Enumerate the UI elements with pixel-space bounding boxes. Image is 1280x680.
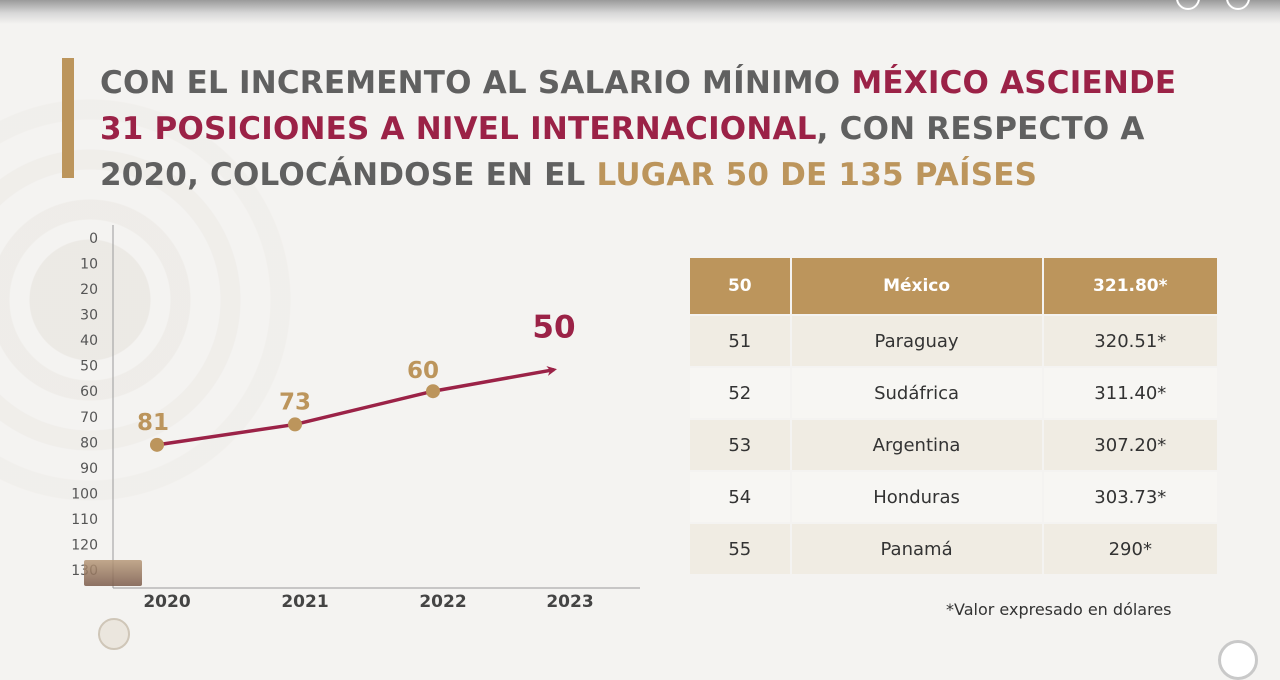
cell-country: Paraguay [791, 314, 1044, 366]
data-label: 73 [279, 389, 311, 415]
table-row: 54 Honduras 303.73* [690, 470, 1217, 522]
corner-badge-icon [1218, 640, 1258, 680]
table-row: 55 Panamá 290* [690, 522, 1217, 574]
header-country: México [791, 258, 1044, 314]
data-label: 81 [137, 410, 169, 436]
y-tick-label: 30 [80, 308, 98, 324]
y-tick-label: 0 [89, 231, 98, 247]
cell-value: 311.40* [1043, 366, 1217, 418]
y-tick-label: 80 [80, 435, 98, 451]
x-tick-label: 2020 [143, 592, 190, 612]
data-point-marker [288, 417, 302, 432]
header-value: 321.80* [1043, 258, 1217, 314]
cell-country: Honduras [791, 470, 1044, 522]
cell-country: Sudáfrica [791, 366, 1044, 418]
series-line [156, 365, 557, 447]
y-tick-label: 20 [80, 282, 98, 298]
cell-rank: 53 [690, 418, 792, 470]
x-tick-label: 2021 [281, 592, 328, 612]
y-tick-label: 120 [71, 537, 98, 553]
footnote: *Valor expresado en dólares [946, 600, 1172, 619]
data-point-marker [150, 437, 164, 452]
table-row: 51 Paraguay 320.51* [690, 314, 1217, 366]
headline-part3: , CON RESPECTO A 2020, COLOCÁNDOSE EN EL [100, 111, 1145, 193]
cell-country: Panamá [791, 522, 1044, 574]
x-tick-label: 2023 [546, 592, 593, 612]
table-row: 53 Argentina 307.20* [690, 418, 1217, 470]
people-group-image [84, 560, 142, 586]
header-rank: 50 [690, 258, 792, 314]
y-tick-label: 100 [71, 486, 98, 502]
cell-country: Argentina [791, 418, 1044, 470]
headline-part1: CON EL INCREMENTO AL SALARIO MÍNIMO [100, 65, 852, 101]
cell-value: 290* [1043, 522, 1217, 574]
background-pattern [0, 0, 640, 656]
cell-rank: 52 [690, 366, 792, 418]
cell-rank: 54 [690, 470, 792, 522]
table-header-row: 50 México 321.80* [690, 258, 1217, 314]
y-tick-label: 70 [80, 410, 98, 426]
y-tick-label: 40 [80, 333, 98, 349]
y-tick-label: 90 [80, 461, 98, 477]
y-tick-label: 10 [80, 257, 98, 273]
top-shadow [0, 0, 1280, 24]
headline-highlight-red: MÉXICO ASCIENDE 31 POSICIONES A NIVEL IN… [100, 65, 1177, 147]
y-tick-label: 50 [80, 359, 98, 375]
cell-value: 303.73* [1043, 470, 1217, 522]
headline: CON EL INCREMENTO AL SALARIO MÍNIMO MÉXI… [100, 60, 1220, 198]
table-row: 52 Sudáfrica 311.40* [690, 366, 1217, 418]
title-accent-bar [62, 58, 74, 178]
data-label: 50 [532, 310, 575, 346]
cell-value: 320.51* [1043, 314, 1217, 366]
headline-highlight-gold: LUGAR 50 DE 135 PAÍSES [596, 157, 1038, 193]
data-point-marker [426, 384, 440, 399]
x-tick-label: 2022 [419, 592, 466, 612]
ranking-table: 50 México 321.80* 51 Paraguay 320.51* 52… [690, 258, 1217, 574]
ranking-line-chart: 0102030405060708090100110120130202020212… [71, 225, 640, 612]
seal-icon [98, 618, 130, 650]
cell-rank: 55 [690, 522, 792, 574]
y-tick-label: 110 [71, 512, 98, 528]
y-tick-label: 60 [80, 384, 98, 400]
cell-value: 307.20* [1043, 418, 1217, 470]
cell-rank: 51 [690, 314, 792, 366]
data-label: 60 [407, 358, 439, 384]
